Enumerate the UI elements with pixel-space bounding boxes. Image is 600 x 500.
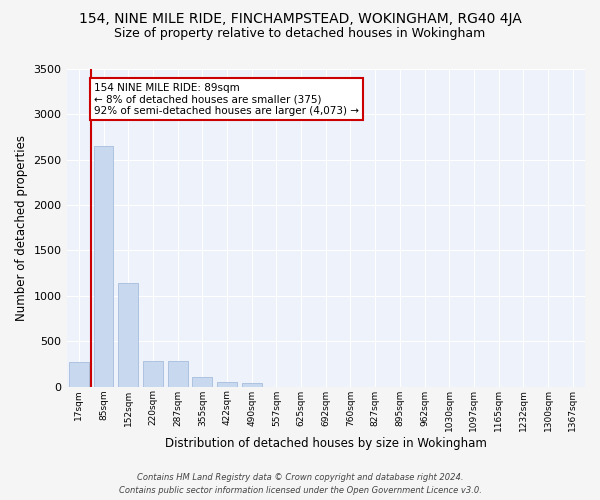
Bar bbox=[94, 146, 113, 386]
Text: Size of property relative to detached houses in Wokingham: Size of property relative to detached ho… bbox=[115, 28, 485, 40]
Bar bbox=[217, 382, 237, 386]
X-axis label: Distribution of detached houses by size in Wokingham: Distribution of detached houses by size … bbox=[165, 437, 487, 450]
Text: Contains HM Land Registry data © Crown copyright and database right 2024.
Contai: Contains HM Land Registry data © Crown c… bbox=[119, 474, 481, 495]
Bar bbox=[168, 360, 188, 386]
Bar bbox=[193, 378, 212, 386]
Bar bbox=[118, 282, 138, 387]
Text: 154, NINE MILE RIDE, FINCHAMPSTEAD, WOKINGHAM, RG40 4JA: 154, NINE MILE RIDE, FINCHAMPSTEAD, WOKI… bbox=[79, 12, 521, 26]
Bar bbox=[143, 360, 163, 386]
Text: 154 NINE MILE RIDE: 89sqm
← 8% of detached houses are smaller (375)
92% of semi-: 154 NINE MILE RIDE: 89sqm ← 8% of detach… bbox=[94, 82, 359, 116]
Bar bbox=[242, 384, 262, 386]
Bar bbox=[69, 362, 89, 386]
Y-axis label: Number of detached properties: Number of detached properties bbox=[15, 135, 28, 321]
